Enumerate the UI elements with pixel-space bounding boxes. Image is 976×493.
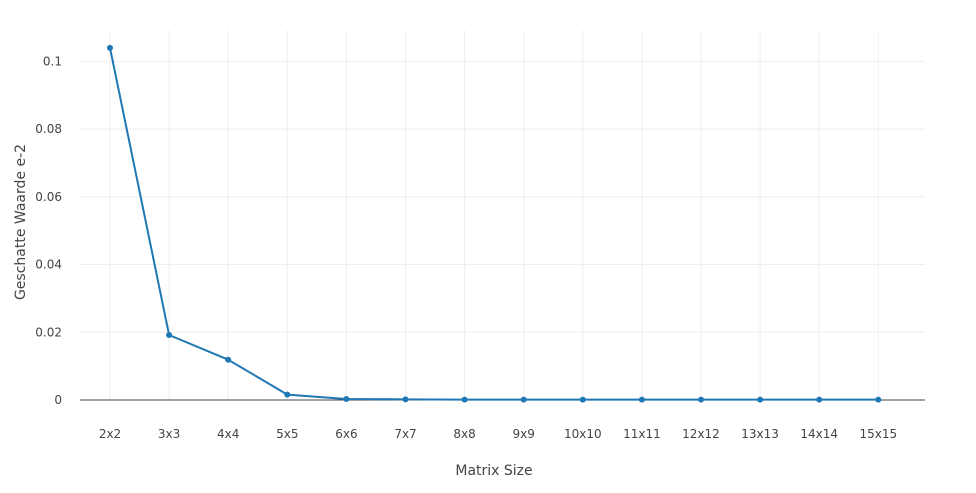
data-point	[757, 396, 764, 403]
x-tick-label: 11x11	[623, 427, 661, 441]
x-axis-title: Matrix Size	[455, 463, 532, 479]
y-axis-title: Geschatte Waarde e-2	[13, 144, 29, 300]
y-tick-label: 0.06	[35, 190, 62, 204]
data-point	[166, 331, 173, 338]
data-point	[875, 396, 882, 403]
x-tick-label: 14x14	[800, 427, 838, 441]
y-tick-label: 0.02	[35, 325, 62, 339]
data-point	[284, 391, 291, 398]
data-point	[225, 356, 232, 363]
x-tick-label: 7x7	[394, 427, 416, 441]
x-tick-label: 15x15	[859, 427, 897, 441]
data-point	[579, 396, 586, 403]
x-axis-ticks: 2x2 3x3 4x4 5x5 6x6 7x7 8x8 9x9 10x10 11x11 12x12 1…	[99, 427, 897, 441]
series-line	[109, 47, 879, 401]
x-tick-label: 13x13	[741, 427, 779, 441]
y-tick-label: 0.04	[35, 258, 62, 272]
x-tick-label: 3x3	[158, 427, 180, 441]
data-point	[461, 396, 468, 403]
series	[107, 44, 882, 403]
data-point	[402, 396, 409, 403]
y-tick-label: 0	[54, 393, 62, 407]
data-point	[638, 396, 645, 403]
data-point	[816, 396, 823, 403]
x-tick-label: 8x8	[453, 427, 475, 441]
x-tick-label: 6x6	[335, 427, 357, 441]
grid	[80, 30, 925, 401]
x-tick-label: 10x10	[564, 427, 602, 441]
x-tick-label: 12x12	[682, 427, 720, 441]
x-tick-label: 2x2	[99, 427, 121, 441]
data-point	[343, 395, 350, 402]
data-point	[107, 44, 113, 51]
data-point	[698, 396, 704, 403]
x-tick-label: 9x9	[513, 427, 535, 441]
y-tick-label: 0.1	[43, 54, 62, 68]
x-tick-label: 5x5	[276, 427, 298, 441]
y-axis-ticks: 0 0.02 0.04 0.06 0.08 0.1	[35, 54, 62, 407]
x-tick-label: 4x4	[217, 427, 239, 441]
y-tick-label: 0.08	[35, 122, 62, 136]
data-point	[520, 396, 527, 403]
